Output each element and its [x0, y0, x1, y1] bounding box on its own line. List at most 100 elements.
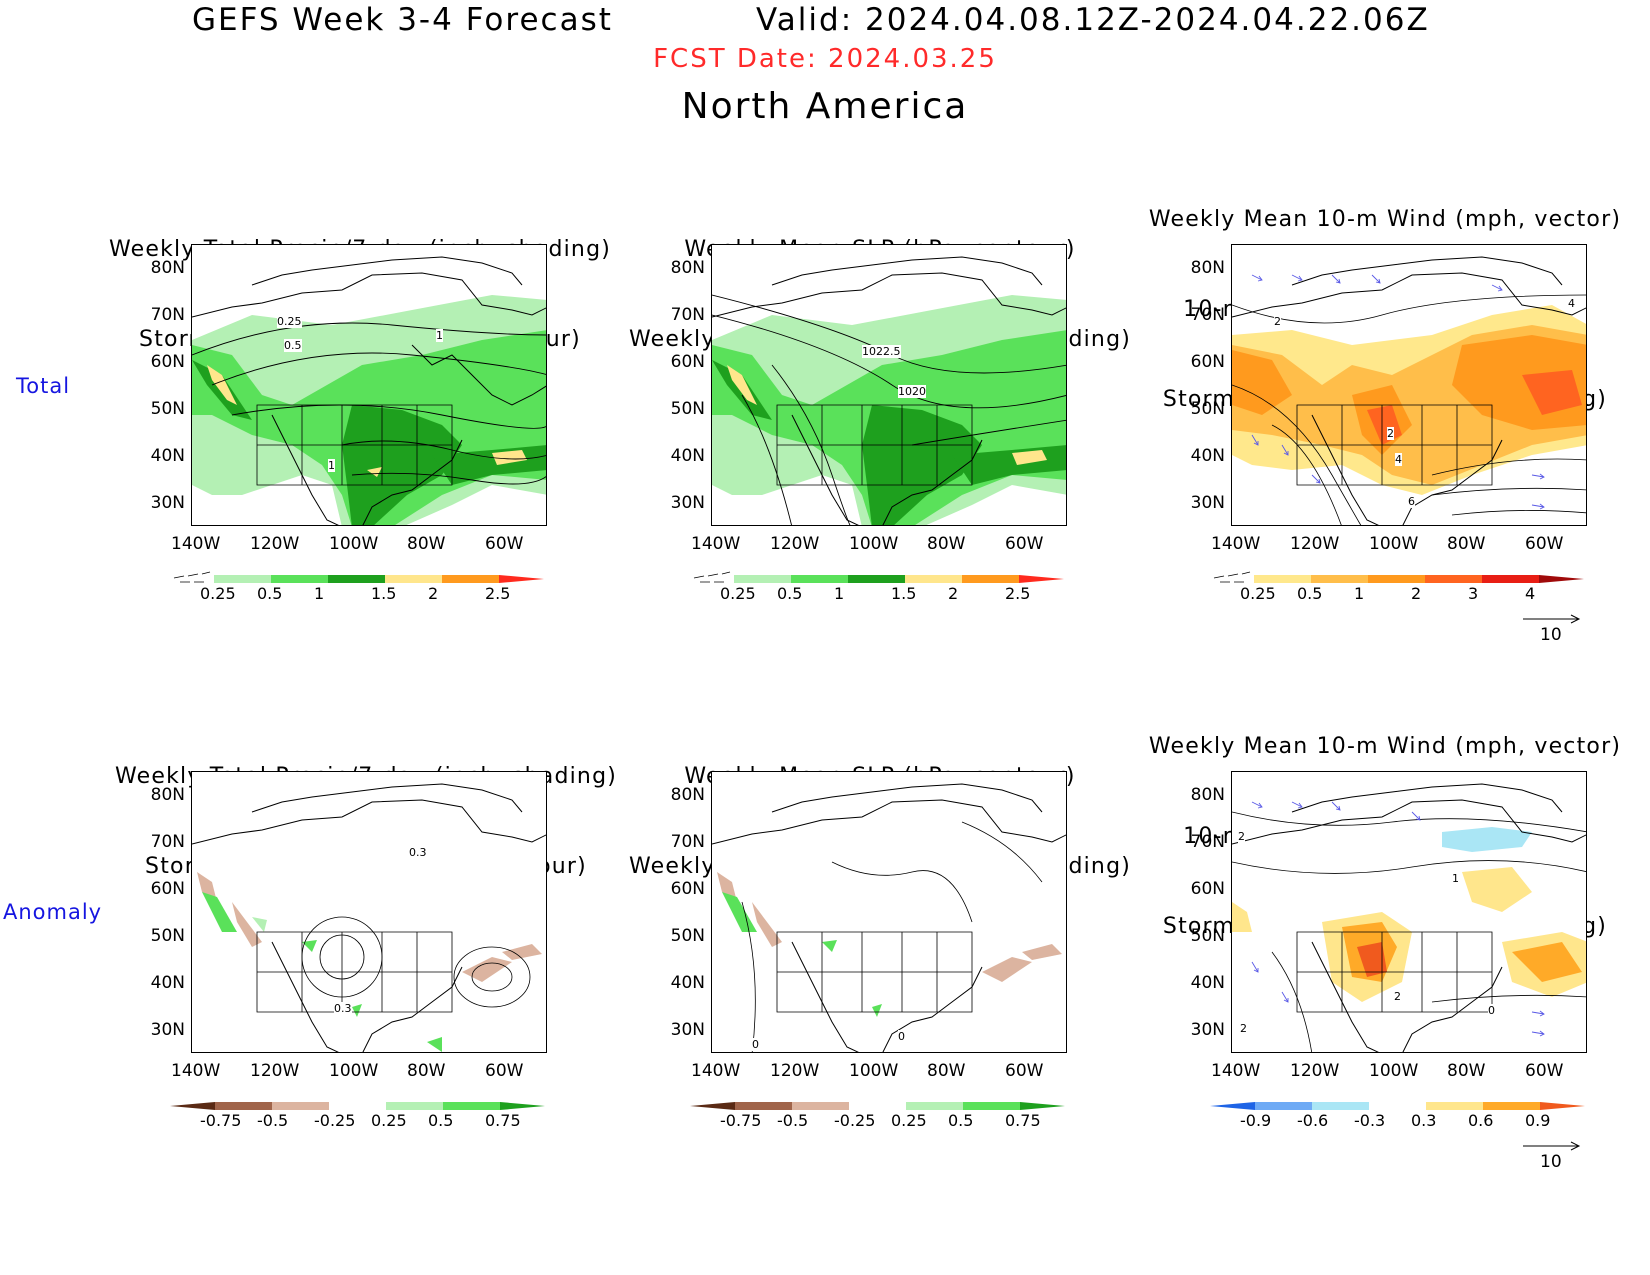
latitude-tick-label: 80N: [150, 785, 185, 805]
contour-label: 0.3: [334, 1002, 352, 1015]
longitude-tick-label: 80W: [407, 534, 446, 554]
longitude-tick-label: 80W: [1447, 1061, 1486, 1081]
longitude-tick-label: 120W: [1290, 534, 1340, 554]
colorbar-end-triangle: [1539, 575, 1584, 583]
colorbar-tick-label: 0.6: [1468, 1111, 1494, 1130]
longitude-tick-label: 100W: [849, 534, 899, 554]
latitude-tick-label: 70N: [150, 832, 185, 852]
longitude-tick-label: 140W: [171, 1061, 221, 1081]
longitude-tick-label: 80W: [1447, 534, 1486, 554]
map-svg: [1232, 783, 1586, 1052]
map-anom-slp-precip: 0 0: [711, 771, 1067, 1053]
map-svg: [192, 256, 546, 525]
longitude-tick-label: 100W: [1369, 534, 1419, 554]
contour-label: 2: [1387, 427, 1394, 440]
latitude-tick-label: 40N: [150, 973, 185, 993]
latitude-tick-label: 80N: [670, 785, 705, 805]
latitude-tick-label: 70N: [1190, 832, 1225, 852]
contour-label: 4: [1395, 453, 1402, 466]
colorbar-tick-label: -0.3: [1354, 1111, 1386, 1130]
map-total-slp-precip: 1022.5 1020: [711, 244, 1067, 526]
colorbar-segment: [1483, 1102, 1540, 1110]
contour-label: 0.3: [409, 846, 427, 859]
colorbar-tick-label: 2.5: [1005, 584, 1031, 603]
colorbar-segment: [443, 1102, 500, 1110]
colorbar-tick-label: 0.75: [485, 1111, 521, 1130]
colorbar-tick-label: 2: [948, 584, 959, 603]
colorbar-tick-label: 0.25: [720, 584, 756, 603]
colorbar-end-triangle: [1020, 1102, 1065, 1110]
colorbar-tick-label: 2.5: [485, 584, 511, 603]
latitude-tick-label: 30N: [1190, 493, 1225, 513]
region-title: North America: [681, 86, 969, 127]
vector-reference-arrow: [1523, 1141, 1581, 1151]
row-label-total: Total: [16, 374, 71, 398]
colorbar-tick-label: 0.75: [1005, 1111, 1041, 1130]
latitude-tick-label: 70N: [150, 305, 185, 325]
longitude-tick-label: 80W: [927, 534, 966, 554]
colorbar-segment: [442, 575, 499, 583]
colorbar-end-triangle: [690, 1102, 735, 1110]
latitude-tick-label: 60N: [670, 879, 705, 899]
colorbar-end-triangle: [1210, 1102, 1255, 1110]
longitude-tick-label: 140W: [691, 1061, 741, 1081]
contour-label: 2: [1274, 315, 1281, 328]
colorbar-tick-label: -0.6: [1297, 1111, 1329, 1130]
colorbar-segment: [385, 575, 442, 583]
colorbar-end-triangle: [170, 1102, 215, 1110]
latitude-tick-label: 70N: [1190, 305, 1225, 325]
colorbar-tick-label: -0.25: [314, 1111, 356, 1130]
contour-label: 1: [328, 459, 335, 472]
main-title: GEFS Week 3-4 Forecast: [192, 2, 613, 38]
longitude-tick-label: 60W: [1525, 534, 1564, 554]
colorbar-segment: [1255, 1102, 1312, 1110]
latitude-tick-label: 80N: [1190, 258, 1225, 278]
latitude-tick-label: 60N: [1190, 352, 1225, 372]
colorbar-segment: [906, 1102, 963, 1110]
colorbar-below-marks: [1213, 571, 1251, 583]
colorbar-tick-label: 2: [428, 584, 439, 603]
contour-label: 4: [1568, 297, 1575, 310]
colorbar-tick-label: -0.5: [777, 1111, 809, 1130]
longitude-tick-label: 120W: [770, 534, 820, 554]
contour-label: 2: [1238, 830, 1245, 843]
latitude-tick-label: 30N: [150, 493, 185, 513]
latitude-tick-label: 40N: [150, 446, 185, 466]
colorbar-segment: [962, 575, 1019, 583]
latitude-tick-label: 80N: [1190, 785, 1225, 805]
latitude-tick-label: 60N: [150, 879, 185, 899]
contour-label: 0: [898, 1030, 905, 1043]
colorbar-tick-label: 0.5: [1297, 584, 1323, 603]
longitude-tick-label: 60W: [485, 1061, 524, 1081]
row-label-anomaly: Anomaly: [3, 900, 103, 924]
vector-reference-label: 10: [1540, 1152, 1562, 1172]
colorbar-tick-label: 1: [834, 584, 845, 603]
map-total-precip-track: 0.25 0.5 1 1: [191, 244, 547, 526]
longitude-tick-label: 140W: [1211, 534, 1261, 554]
contour-label: 0.25: [277, 315, 302, 328]
map-svg: [712, 783, 1066, 1052]
latitude-tick-label: 50N: [1190, 399, 1225, 419]
longitude-tick-label: 60W: [1525, 1061, 1564, 1081]
contour-label: 2: [1240, 1022, 1247, 1035]
colorbar-end-triangle: [500, 1102, 545, 1110]
longitude-tick-label: 80W: [927, 1061, 966, 1081]
latitude-tick-label: 80N: [150, 258, 185, 278]
colorbar-tick-label: -0.25: [834, 1111, 876, 1130]
colorbar-segment: [848, 575, 905, 583]
map-anom-precip-track: 0.3 0.3: [191, 771, 547, 1053]
colorbar-segment: [271, 575, 328, 583]
colorbar-below-marks: [173, 571, 211, 583]
colorbar-segment: [1482, 575, 1539, 583]
colorbar-end-triangle: [1019, 575, 1064, 583]
colorbar-segment: [328, 575, 385, 583]
contour-label: 0: [752, 1038, 759, 1051]
longitude-tick-label: 140W: [1211, 1061, 1261, 1081]
longitude-tick-label: 140W: [691, 534, 741, 554]
colorbar-segment: [386, 1102, 443, 1110]
latitude-tick-label: 30N: [150, 1020, 185, 1040]
colorbar-tick-label: 0.5: [948, 1111, 974, 1130]
contour-label: 0.5: [284, 339, 302, 352]
latitude-tick-label: 50N: [150, 399, 185, 419]
colorbar-end-triangle: [499, 575, 544, 583]
